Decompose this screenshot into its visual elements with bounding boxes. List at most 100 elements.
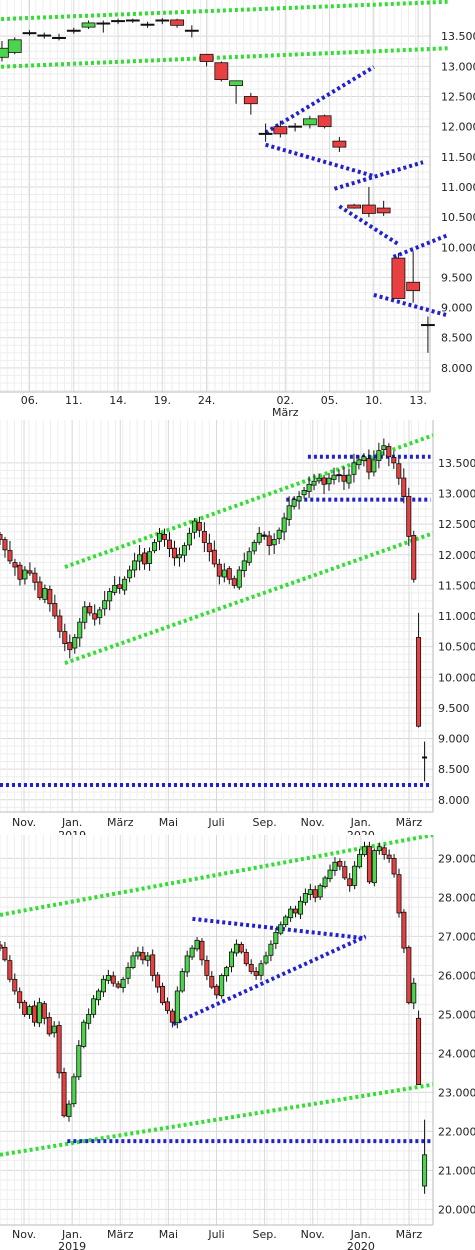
x-tick-label: März	[396, 1228, 423, 1241]
y-tick-label: 8.000	[441, 362, 473, 375]
x-tick-sublabel: 2020	[347, 829, 375, 835]
candle-body	[184, 29, 199, 32]
candle-body	[132, 560, 138, 571]
x-tick-label: März	[107, 816, 134, 829]
candle-body	[76, 1045, 82, 1078]
candle-body	[238, 943, 244, 953]
candle-body	[204, 960, 210, 976]
candle-body	[288, 125, 303, 128]
candle-body	[342, 866, 348, 879]
candle-body	[125, 967, 131, 979]
candle-body	[201, 531, 207, 543]
candle-body	[179, 971, 185, 992]
candle-body	[162, 534, 168, 540]
candle-body	[312, 889, 318, 898]
y-tick-label: 22.000	[438, 1125, 475, 1138]
candle-body	[416, 1017, 422, 1086]
candle-body	[27, 1006, 33, 1015]
candle-body	[42, 588, 48, 600]
y-tick-label: 26.000	[438, 969, 475, 982]
candle-body	[189, 947, 195, 958]
candle-body	[96, 22, 111, 25]
candle-body	[66, 29, 81, 32]
candle-body	[184, 955, 190, 973]
candle-body	[229, 80, 243, 87]
candle-body	[311, 480, 317, 486]
candle-body	[214, 985, 220, 996]
candle-body	[331, 474, 337, 480]
candle-body	[135, 951, 141, 957]
candle-body	[396, 874, 402, 914]
candle-body	[306, 483, 312, 492]
candle-body	[256, 532, 262, 543]
chart-panel-long-term-2: 29.000 28.000 27.000 26.000 25.000 24.000 23.0…	[0, 835, 475, 1250]
y-tick-label: 12.500	[438, 518, 475, 531]
candle-body	[72, 637, 78, 649]
x-tick-sublabel: März	[272, 406, 299, 419]
candle-body	[7, 550, 13, 562]
y-tick-label: 9.000	[438, 733, 470, 746]
candle-body	[12, 978, 18, 992]
candle-body	[248, 963, 254, 972]
candle-body	[41, 1003, 47, 1019]
candle-body	[125, 19, 140, 22]
candle-body	[366, 458, 372, 473]
candle-body	[196, 521, 202, 531]
candle-body	[261, 534, 267, 537]
candle-body	[316, 477, 322, 482]
candle-body	[337, 861, 343, 867]
candle-body	[17, 564, 23, 580]
y-tick-label: 11.500	[438, 579, 475, 592]
candle-body	[0, 47, 9, 58]
candle-body	[357, 854, 363, 868]
candle-body	[286, 505, 292, 520]
x-tick-label: Nov.	[301, 816, 325, 829]
x-tick-label: Jan.	[61, 816, 82, 829]
x-tick-label: März	[396, 816, 423, 829]
candle-body	[7, 39, 22, 53]
chart-panel-intraday: 13.500 13.000 12.500 12.000 11.500 11.000 10.5…	[0, 0, 475, 420]
trendline-green	[0, 0, 448, 22]
candle-body	[22, 1001, 28, 1015]
candle-body	[140, 23, 155, 26]
candle-body	[112, 584, 118, 593]
candle-body	[57, 615, 63, 632]
candle-body	[61, 1072, 67, 1117]
candle-body	[100, 978, 106, 993]
candle-body	[371, 459, 377, 473]
candle-body	[271, 539, 277, 546]
candle-body	[130, 955, 136, 968]
candle-body	[332, 140, 347, 148]
y-tick-label: 8.000	[438, 794, 470, 807]
candle-body	[107, 591, 113, 602]
candle-body	[37, 581, 43, 599]
candle-body	[376, 450, 382, 461]
x-tick-label: 13.	[409, 394, 427, 407]
y-tick-label: 12.000	[438, 549, 475, 562]
x-tick-label: 02.	[277, 394, 295, 407]
candle-body	[81, 1021, 87, 1047]
chart-canvas-long-term-2: 29.000 28.000 27.000 26.000 25.000 24.000 23.0…	[0, 835, 475, 1250]
candle-body	[209, 976, 215, 988]
candle-body	[327, 869, 333, 880]
candle-body	[17, 991, 23, 1004]
candle-body	[150, 954, 156, 976]
candle-body	[326, 477, 332, 485]
candle-body	[391, 857, 397, 875]
candle-body	[214, 62, 229, 81]
candle-body	[164, 1001, 170, 1011]
y-tick-label: 11.000	[441, 181, 475, 194]
candle-body	[278, 924, 284, 934]
y-tick-label: 24.000	[438, 1047, 475, 1060]
x-tick-label: 14.	[109, 394, 127, 407]
candle-body	[51, 1025, 57, 1034]
candle-body	[396, 463, 402, 479]
candle-body	[67, 642, 73, 651]
x-tick-label: Jan.	[61, 1228, 82, 1241]
candle-body	[381, 847, 387, 855]
candle-body	[346, 474, 352, 484]
candle-body	[401, 477, 407, 497]
y-tick-label: 20.000	[438, 1203, 475, 1216]
chart-canvas-intraday: 13.500 13.000 12.500 12.000 11.500 11.000 10.5…	[0, 0, 475, 419]
x-tick-label: Mai	[159, 1228, 178, 1241]
